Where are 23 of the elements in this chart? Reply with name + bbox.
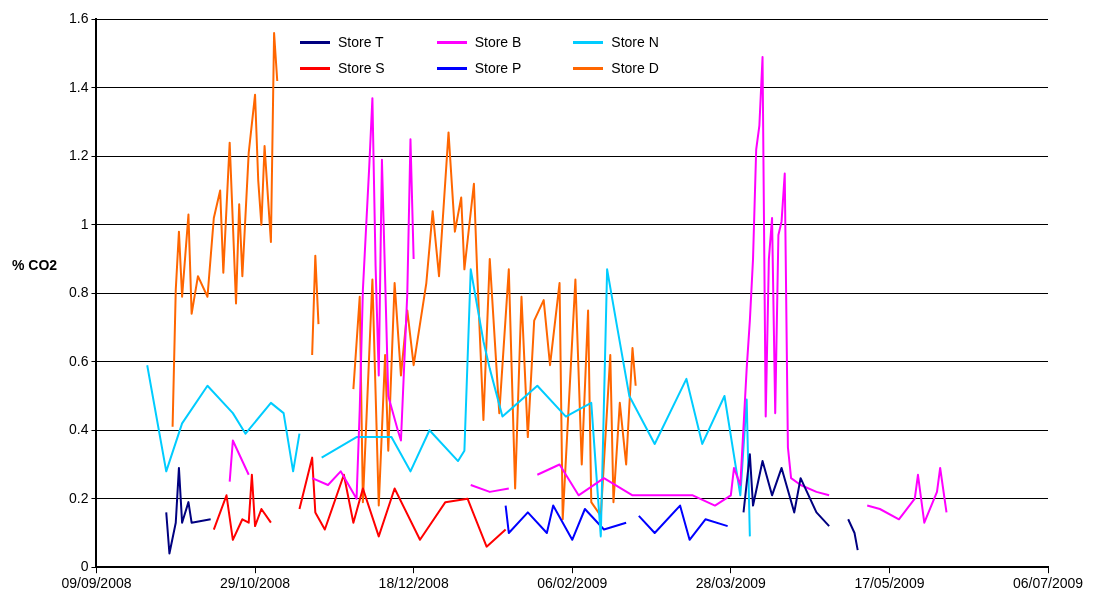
legend-label: Store P <box>474 60 522 76</box>
y-tick-label: 1.2 <box>68 147 89 164</box>
legend-label: Store S <box>338 60 385 76</box>
x-tick-label: 06/02/2009 <box>537 575 608 592</box>
x-tick-label: 06/07/2009 <box>1012 575 1084 592</box>
y-tick-label: 0.6 <box>68 352 89 369</box>
legend-label: Store T <box>338 34 384 50</box>
y-tick-label: 0 <box>80 558 89 575</box>
y-axis-title: % CO2 <box>12 256 58 273</box>
x-tick-label: 29/10/2008 <box>220 575 291 592</box>
y-tick-label: 0.2 <box>68 489 89 506</box>
x-tick-label: 09/09/2008 <box>61 575 132 592</box>
y-tick-label: 0.8 <box>68 284 89 301</box>
legend-label: Store D <box>611 60 659 76</box>
x-tick-label: 17/05/2009 <box>854 575 925 592</box>
y-tick-label: 1.6 <box>68 10 89 27</box>
legend-label: Store B <box>474 34 522 50</box>
y-tick-label: 0.4 <box>68 421 89 438</box>
legend-label: Store N <box>611 34 659 50</box>
x-tick-label: 28/03/2009 <box>695 575 767 592</box>
x-tick-label: 18/12/2008 <box>378 575 449 592</box>
y-tick-label: 1.4 <box>68 78 89 95</box>
y-tick-label: 1 <box>80 215 89 232</box>
